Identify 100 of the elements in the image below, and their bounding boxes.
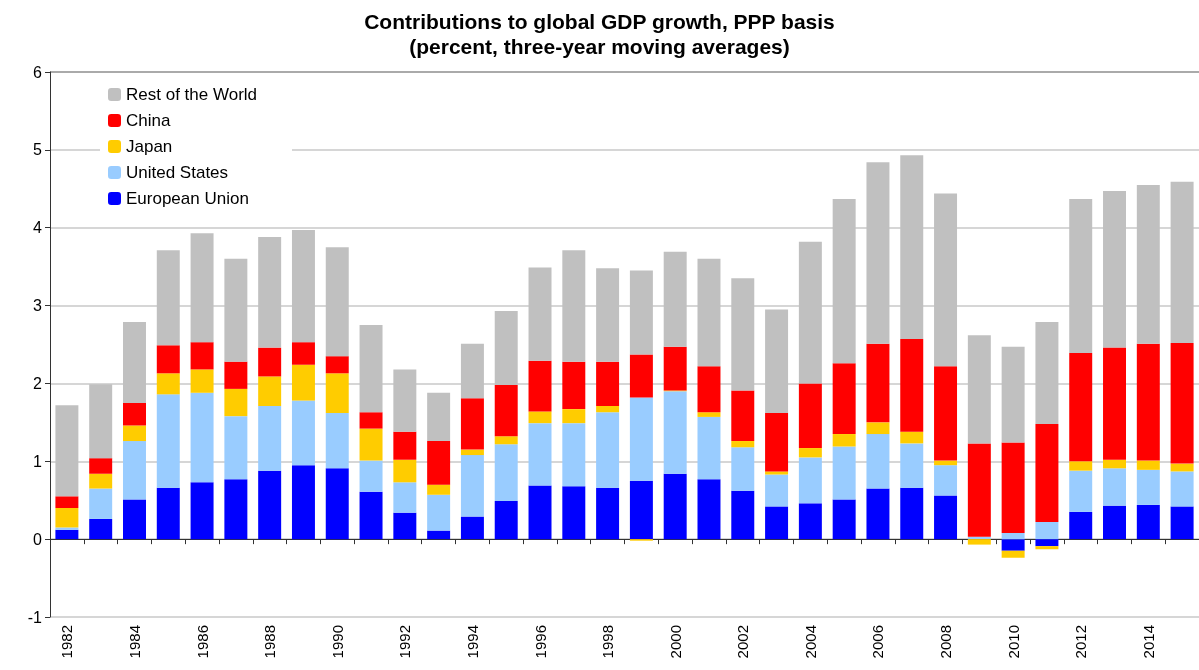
bar [291, 400, 315, 466]
x-tick-label: 2008 [937, 625, 955, 659]
bar [123, 441, 146, 500]
bar [291, 364, 315, 401]
bar [1001, 539, 1025, 551]
x-tick-label: 1994 [463, 625, 481, 659]
bar [1069, 353, 1093, 462]
bar [629, 397, 653, 481]
bar [596, 406, 620, 413]
bar [596, 412, 620, 488]
bar [393, 459, 417, 483]
bar [359, 428, 383, 461]
bar [765, 474, 789, 507]
bar [866, 422, 890, 435]
bar [258, 470, 282, 540]
bar [1103, 468, 1126, 506]
x-tick-label: 2004 [801, 625, 819, 659]
bar [55, 527, 79, 530]
bar [55, 496, 79, 508]
bar [798, 383, 822, 449]
chart-title: Contributions to global GDP growth, PPP basis [364, 10, 835, 33]
x-tick-label: 2014 [1139, 625, 1157, 659]
bar [697, 479, 721, 540]
bar [1170, 342, 1194, 464]
bar [1001, 550, 1025, 558]
bar [1170, 506, 1194, 540]
bar [427, 484, 451, 495]
bar [123, 499, 146, 540]
bar [494, 444, 518, 501]
bar [291, 342, 315, 365]
bar [663, 346, 687, 391]
bar [697, 412, 721, 417]
bar [1069, 511, 1093, 540]
bar [1001, 442, 1025, 533]
bar [765, 413, 789, 472]
bar [89, 488, 113, 519]
bar [156, 394, 180, 488]
x-tick-label: 1990 [328, 625, 346, 659]
bar [156, 487, 180, 540]
bar [1103, 347, 1126, 460]
bar [765, 471, 789, 475]
bar [731, 441, 755, 448]
bar [967, 539, 991, 545]
bar [393, 512, 417, 540]
x-tick-label: 2006 [869, 625, 887, 659]
bar [224, 479, 248, 540]
bar [832, 434, 856, 447]
bar [562, 361, 586, 410]
bar [967, 443, 991, 537]
bar [900, 443, 924, 488]
y-tick-label: 4 [33, 219, 43, 237]
bar [427, 441, 451, 485]
bar [55, 508, 79, 528]
bar [1069, 470, 1093, 512]
x-tick-label: 1982 [58, 625, 76, 659]
bar [731, 390, 755, 442]
bar [325, 373, 349, 414]
bar [934, 495, 958, 540]
y-tick-label: 1 [33, 452, 43, 470]
x-tick-label: 1998 [599, 625, 617, 659]
legend-label: Japan [126, 137, 173, 156]
bar [359, 491, 383, 540]
bar [528, 411, 552, 424]
bar [427, 494, 451, 531]
bar [900, 339, 924, 432]
bar [494, 384, 518, 437]
bar [224, 361, 248, 389]
bar [427, 392, 451, 442]
bar [359, 412, 383, 429]
bar [798, 448, 822, 458]
bar [1136, 504, 1160, 540]
bar [663, 473, 687, 540]
x-tick-label: 1984 [125, 625, 143, 659]
bar [832, 499, 856, 540]
x-tick-label: 2010 [1004, 625, 1022, 659]
bar [934, 465, 958, 496]
bar [123, 402, 146, 426]
bar [1136, 343, 1160, 461]
bar [427, 530, 451, 540]
bar [866, 488, 890, 540]
bar [494, 436, 518, 445]
bar [393, 431, 417, 460]
y-tick-label: -1 [27, 608, 43, 626]
bar [663, 391, 687, 474]
bar [1001, 532, 1025, 540]
bar [156, 345, 180, 374]
bar [190, 369, 214, 393]
bar [528, 485, 552, 540]
bar [1170, 471, 1194, 507]
bar [1035, 522, 1059, 540]
bar [629, 480, 653, 540]
bar [528, 423, 552, 486]
bar [866, 434, 890, 489]
bar [460, 449, 484, 456]
bar [731, 447, 755, 491]
bar [900, 487, 924, 540]
bar [697, 416, 721, 480]
bar [1170, 463, 1194, 472]
y-tick-label: 3 [33, 297, 43, 315]
legend-label: European Union [126, 189, 249, 208]
